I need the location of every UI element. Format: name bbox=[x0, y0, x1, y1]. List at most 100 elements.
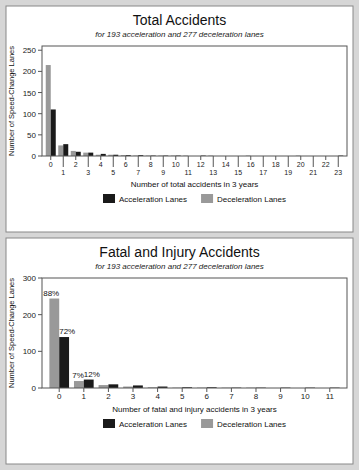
x-tick-label: 8 bbox=[254, 392, 259, 401]
plot-frame bbox=[42, 46, 347, 156]
x-tick-label: 10 bbox=[172, 161, 180, 168]
x-tick-label: 0 bbox=[49, 161, 53, 168]
chart-title: Fatal and Injury Accidents bbox=[99, 244, 259, 260]
x-tick bbox=[225, 156, 226, 160]
x-tick-label: 15 bbox=[234, 169, 242, 176]
bar bbox=[51, 109, 56, 156]
bar bbox=[59, 337, 69, 388]
x-tick bbox=[300, 156, 301, 160]
y-tick bbox=[38, 92, 42, 93]
bar bbox=[76, 152, 81, 156]
y-tick-label: 250 bbox=[23, 46, 37, 55]
x-tick-label: 19 bbox=[284, 169, 292, 176]
bar bbox=[58, 145, 63, 156]
bar bbox=[71, 151, 76, 156]
y-tick-label: 200 bbox=[23, 311, 37, 320]
x-tick bbox=[175, 156, 176, 160]
annotation: 72% bbox=[59, 327, 75, 336]
legend: Acceleration Lanes Deceleration Lanes bbox=[103, 419, 286, 429]
y-tick bbox=[38, 113, 42, 114]
legend-label: Deceleration Lanes bbox=[217, 420, 286, 429]
y-tick bbox=[38, 278, 42, 279]
y-tick-label: 200 bbox=[23, 67, 37, 76]
x-tick-label: 13 bbox=[209, 169, 217, 176]
x-tick-label: 8 bbox=[149, 161, 153, 168]
panel-background bbox=[6, 6, 353, 232]
x-tick-label: 9 bbox=[278, 392, 283, 401]
y-tick bbox=[38, 71, 42, 72]
bar bbox=[49, 299, 59, 388]
y-tick-label: 100 bbox=[23, 347, 37, 356]
y-tick-label: 100 bbox=[23, 110, 37, 119]
bar bbox=[83, 153, 88, 156]
x-tick bbox=[200, 156, 201, 160]
chart-subtitle: for 193 acceleration and 277 deceleratio… bbox=[95, 262, 264, 271]
x-tick-label: 10 bbox=[301, 392, 310, 401]
bars bbox=[46, 65, 344, 156]
x-tick bbox=[113, 156, 114, 167]
legend-swatch bbox=[103, 419, 115, 428]
legend-label: Deceleration Lanes bbox=[217, 195, 286, 204]
x-axis-label: Number of total accidents in 3 years bbox=[131, 180, 259, 189]
y-tick bbox=[38, 351, 42, 352]
x-tick bbox=[150, 156, 151, 160]
x-tick-label: 14 bbox=[222, 161, 230, 168]
y-tick-label: 0 bbox=[32, 152, 37, 161]
x-tick bbox=[313, 156, 314, 167]
x-tick bbox=[288, 156, 289, 167]
y-tick-label: 0 bbox=[32, 384, 37, 393]
x-tick bbox=[275, 156, 276, 160]
x-tick bbox=[263, 156, 264, 167]
y-tick bbox=[38, 388, 42, 389]
y-tick bbox=[38, 50, 42, 51]
legend-swatch bbox=[201, 194, 213, 203]
chart-title: Total Accidents bbox=[133, 12, 226, 28]
x-tick-label: 18 bbox=[272, 161, 280, 168]
legend-swatch bbox=[201, 419, 213, 428]
legend: Acceleration LanesDeceleration Lanes bbox=[103, 194, 286, 204]
legend-label: Acceleration Lanes bbox=[119, 420, 187, 429]
x-tick-label: 23 bbox=[334, 169, 342, 176]
x-tick-label: 11 bbox=[326, 392, 335, 401]
panel-background bbox=[6, 238, 353, 464]
y-tick bbox=[38, 314, 42, 315]
x-tick bbox=[238, 156, 239, 167]
x-tick-label: 7 bbox=[229, 392, 234, 401]
y-tick-label: 300 bbox=[23, 274, 37, 283]
x-tick bbox=[138, 156, 139, 167]
x-tick bbox=[63, 156, 64, 167]
y-tick-label: 150 bbox=[23, 89, 37, 98]
y-axis-label: Number of Speed-Change Lanes bbox=[7, 278, 16, 388]
bar bbox=[74, 381, 84, 388]
chart-panel: Fatal and Injury Accidents for 193 accele… bbox=[6, 238, 353, 464]
x-tick-label: 6 bbox=[124, 161, 128, 168]
y-tick-label: 50 bbox=[27, 131, 36, 140]
x-tick-label: 17 bbox=[259, 169, 267, 176]
x-tick-label: 0 bbox=[57, 392, 62, 401]
x-tick bbox=[250, 156, 251, 160]
x-tick-label: 7 bbox=[136, 169, 140, 176]
y-tick bbox=[38, 134, 42, 135]
x-tick bbox=[213, 156, 214, 167]
x-tick-label: 4 bbox=[99, 161, 103, 168]
x-tick bbox=[163, 156, 164, 167]
x-tick-label: 4 bbox=[155, 392, 160, 401]
annotation: 88% bbox=[43, 289, 59, 298]
x-tick-label: 22 bbox=[322, 161, 330, 168]
bars bbox=[49, 299, 339, 388]
bar bbox=[88, 153, 93, 156]
annotation: 12% bbox=[84, 370, 100, 379]
figure: Total Accidents for 193 acceleration and … bbox=[0, 0, 359, 470]
x-tick bbox=[50, 156, 51, 160]
x-tick-label: 1 bbox=[82, 392, 87, 401]
bar bbox=[63, 144, 68, 156]
x-tick bbox=[100, 156, 101, 160]
plot-frame bbox=[42, 278, 347, 388]
legend-swatch bbox=[103, 194, 115, 203]
x-tick-label: 16 bbox=[247, 161, 255, 168]
x-tick bbox=[88, 156, 89, 167]
x-tick-label: 20 bbox=[297, 161, 305, 168]
x-tick bbox=[338, 156, 339, 167]
bar bbox=[46, 65, 51, 156]
x-tick bbox=[188, 156, 189, 167]
